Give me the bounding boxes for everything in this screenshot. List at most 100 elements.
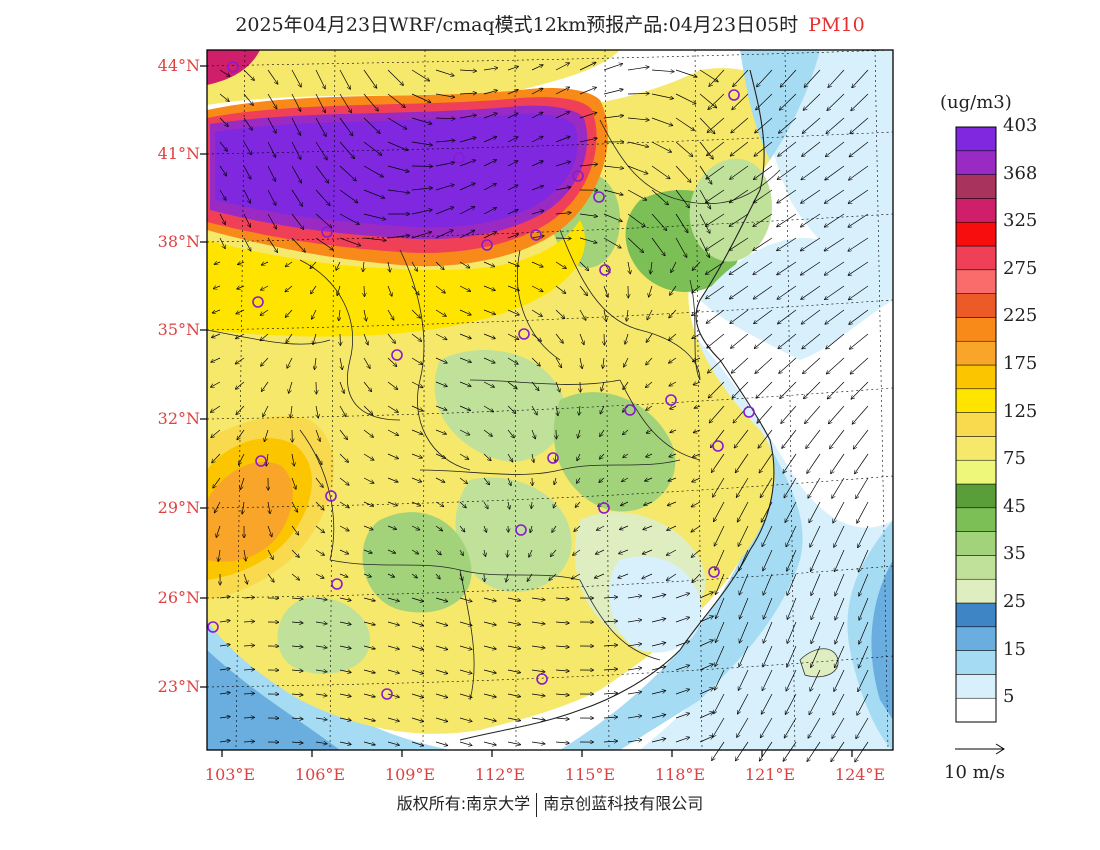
longitude-label: 106°E — [294, 765, 346, 784]
wind-arrow — [531, 646, 545, 648]
wind-arrow — [832, 477, 845, 498]
wind-arrow — [212, 453, 221, 463]
wind-arrow — [857, 501, 869, 523]
wind-arrow — [848, 237, 869, 251]
wind-arrow — [339, 141, 354, 158]
wind-arrow — [603, 165, 623, 168]
wind-arrow — [411, 117, 432, 124]
wind-arrow — [435, 693, 448, 698]
wind-arrow — [738, 501, 749, 522]
wind-arrow — [219, 213, 225, 224]
wind-arrow — [834, 669, 845, 691]
wind-arrow — [651, 165, 670, 179]
wind-arrow — [855, 453, 869, 474]
wind-arrow — [243, 213, 250, 227]
wind-arrow — [531, 309, 542, 316]
wind-arrow — [623, 429, 629, 435]
wind-arrow — [315, 237, 333, 250]
wind-arrow — [291, 670, 303, 671]
wind-arrow — [732, 381, 749, 398]
wind-arrow — [731, 117, 749, 133]
wind-arrow — [848, 213, 869, 227]
wind-arrow — [627, 141, 648, 147]
wind-arrow — [811, 597, 821, 619]
longitude-label: 112°E — [474, 765, 526, 784]
wind-arrow — [579, 113, 597, 119]
wind-arrow — [579, 213, 597, 216]
wind-arrow — [603, 261, 610, 272]
wind-arrow — [831, 453, 845, 473]
wind-arrow — [411, 285, 419, 295]
wind-arrow — [315, 141, 327, 160]
wind-arrow — [435, 333, 447, 340]
wind-arrow — [699, 592, 713, 599]
wind-arrow — [832, 717, 845, 738]
wind-arrow — [783, 453, 797, 473]
wind-arrow — [483, 429, 492, 436]
wind-arrow — [363, 69, 377, 88]
wind-arrow — [339, 69, 350, 89]
wind-arrow — [708, 357, 725, 373]
wind-arrow — [459, 160, 475, 167]
wind-arrow — [507, 333, 519, 339]
wind-arrow — [692, 549, 701, 557]
wind-arrow — [651, 595, 666, 599]
wind-arrow — [754, 165, 773, 179]
wind-arrow — [716, 621, 725, 642]
wind-arrow — [260, 309, 269, 315]
wind-arrow — [291, 93, 301, 111]
wind-arrow — [644, 501, 653, 505]
wind-arrow — [219, 717, 230, 719]
wind-arrow — [483, 68, 498, 70]
wind-arrow — [531, 236, 544, 238]
wind-arrow — [753, 237, 773, 250]
wind-arrow — [777, 261, 797, 275]
wind-arrow — [555, 162, 570, 167]
wind-arrow — [260, 333, 269, 341]
wind-arrow — [603, 89, 623, 95]
wind-arrow — [579, 63, 596, 71]
wind-arrow — [595, 573, 605, 578]
wind-arrow — [291, 525, 299, 535]
wind-arrow — [651, 739, 666, 743]
wind-arrow — [507, 477, 511, 485]
wind-arrow — [289, 381, 293, 393]
wind-arrow — [483, 405, 493, 412]
wind-arrow — [363, 405, 373, 414]
wind-arrow — [387, 189, 409, 193]
wind-arrow — [339, 237, 360, 246]
wind-arrow — [267, 213, 276, 229]
wind-arrow — [623, 453, 629, 458]
wind-arrow — [483, 90, 497, 95]
wind-arrow — [243, 597, 254, 598]
wind-arrow — [339, 117, 353, 136]
wind-arrow — [363, 597, 375, 601]
wind-arrow — [778, 165, 797, 179]
wind-arrow — [699, 117, 715, 134]
wind-arrow — [579, 164, 597, 166]
wind-arrow — [761, 717, 773, 738]
wind-arrow — [243, 645, 254, 646]
wind-arrow — [713, 717, 725, 737]
wind-arrow — [670, 285, 677, 295]
wind-arrow — [387, 117, 407, 129]
colorbar-swatch — [955, 317, 997, 342]
wind-arrow — [339, 549, 348, 554]
wind-arrow — [757, 69, 773, 87]
wind-arrow — [859, 621, 869, 644]
wind-arrow — [459, 501, 466, 508]
wind-arrow — [603, 213, 622, 221]
wind-arrow — [411, 232, 431, 239]
wind-arrow — [808, 717, 821, 738]
wind-arrow — [267, 165, 276, 181]
wind-arrow — [237, 285, 245, 289]
wind-arrow — [531, 718, 545, 720]
wind-arrow — [313, 333, 317, 344]
longitude-label: 103°E — [204, 765, 256, 784]
wind-arrow — [435, 69, 454, 76]
wind-arrow — [555, 742, 569, 743]
wind-arrow — [574, 525, 581, 531]
wind-arrow — [627, 740, 642, 742]
wind-arrow — [291, 622, 303, 623]
wind-arrow — [651, 70, 674, 72]
